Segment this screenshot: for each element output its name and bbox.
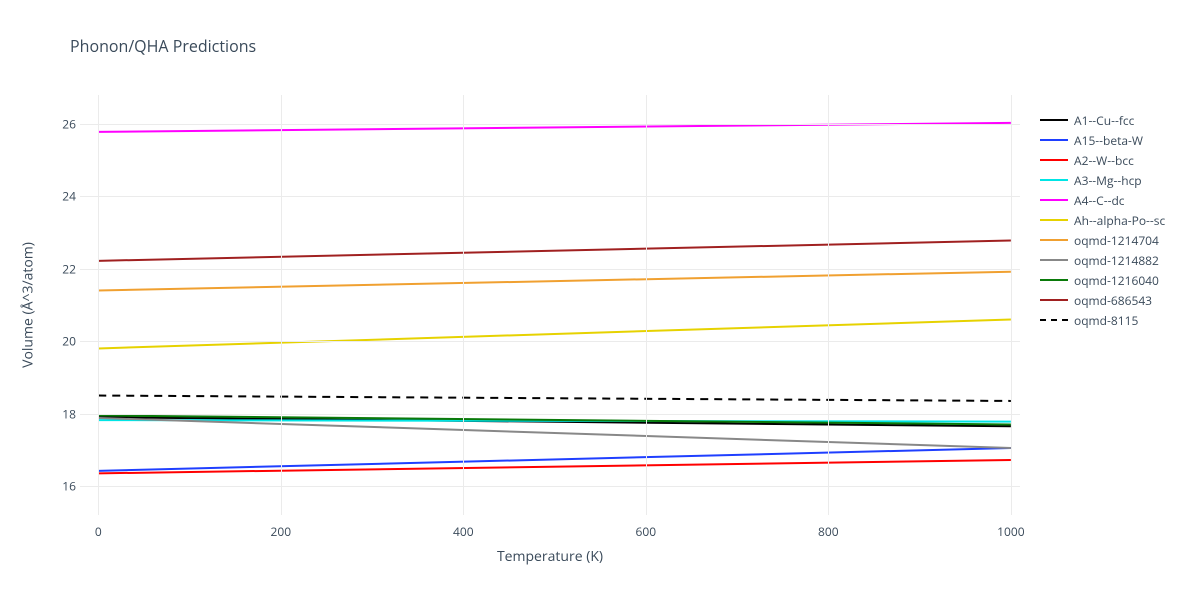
legend-label: oqmd-1214704 — [1074, 232, 1159, 249]
plot-area[interactable] — [80, 95, 1020, 515]
legend-item[interactable]: A1--Cu--fcc — [1040, 110, 1165, 130]
series-line[interactable] — [98, 396, 1011, 401]
series-line[interactable] — [98, 319, 1011, 348]
grid-line-vertical — [828, 95, 829, 515]
line-plot-svg — [80, 95, 1020, 515]
grid-line-horizontal — [80, 486, 1020, 487]
legend-swatch — [1040, 119, 1068, 121]
legend-swatch — [1040, 319, 1068, 321]
x-tick-label: 200 — [270, 523, 291, 540]
grid-line-vertical — [463, 95, 464, 515]
legend-item[interactable]: oqmd-8115 — [1040, 310, 1165, 330]
legend-item[interactable]: A4--C--dc — [1040, 190, 1165, 210]
grid-line-horizontal — [80, 414, 1020, 415]
grid-line-horizontal — [80, 196, 1020, 197]
y-tick-label: 18 — [52, 405, 76, 422]
legend-swatch — [1040, 299, 1068, 301]
grid-line-horizontal — [80, 269, 1020, 270]
legend-swatch — [1040, 159, 1068, 161]
y-tick-label: 22 — [52, 260, 76, 277]
legend-swatch — [1040, 259, 1068, 261]
x-tick-label: 400 — [453, 523, 474, 540]
legend-label: oqmd-1216040 — [1074, 272, 1159, 289]
grid-line-vertical — [646, 95, 647, 515]
legend-item[interactable]: A3--Mg--hcp — [1040, 170, 1165, 190]
x-axis-title: Temperature (K) — [497, 547, 603, 566]
legend-label: oqmd-8115 — [1074, 312, 1138, 329]
x-tick-label: 1000 — [997, 523, 1024, 540]
grid-line-horizontal — [80, 341, 1020, 342]
legend-item[interactable]: Ah--alpha-Po--sc — [1040, 210, 1165, 230]
legend-label: A15--beta-W — [1074, 132, 1143, 149]
legend-item[interactable]: A15--beta-W — [1040, 130, 1165, 150]
series-line[interactable] — [98, 241, 1011, 261]
legend-item[interactable]: A2--W--bcc — [1040, 150, 1165, 170]
legend-label: A1--Cu--fcc — [1074, 112, 1134, 129]
grid-line-vertical — [1011, 95, 1012, 515]
legend-label: oqmd-1214882 — [1074, 252, 1159, 269]
x-tick-label: 800 — [818, 523, 839, 540]
x-tick-label: 600 — [636, 523, 657, 540]
chart-container: { "title": { "text": "Phonon/QHA Predict… — [0, 0, 1200, 600]
legend-label: A3--Mg--hcp — [1074, 172, 1142, 189]
legend-swatch — [1040, 199, 1068, 201]
legend-item[interactable]: oqmd-1214882 — [1040, 250, 1165, 270]
legend-label: A2--W--bcc — [1074, 152, 1134, 169]
legend-item[interactable]: oqmd-1216040 — [1040, 270, 1165, 290]
y-tick-label: 26 — [52, 115, 76, 132]
legend: A1--Cu--fcc A15--beta-W A2--W--bcc A3--Mg--… — [1040, 110, 1165, 330]
grid-line-vertical — [281, 95, 282, 515]
series-line[interactable] — [98, 272, 1011, 291]
legend-swatch — [1040, 279, 1068, 281]
y-tick-label: 16 — [52, 478, 76, 495]
legend-label: A4--C--dc — [1074, 192, 1125, 209]
legend-swatch — [1040, 219, 1068, 221]
y-tick-label: 20 — [52, 333, 76, 350]
legend-label: Ah--alpha-Po--sc — [1074, 212, 1165, 229]
legend-item[interactable]: oqmd-1214704 — [1040, 230, 1165, 250]
y-axis-title: Volume (Å^3/atom) — [19, 242, 38, 368]
y-tick-label: 24 — [52, 188, 76, 205]
legend-label: oqmd-686543 — [1074, 292, 1152, 309]
x-tick-label: 0 — [95, 523, 102, 540]
legend-swatch — [1040, 239, 1068, 241]
legend-swatch — [1040, 139, 1068, 141]
legend-swatch — [1040, 179, 1068, 181]
chart-title: Phonon/QHA Predictions — [70, 35, 256, 57]
grid-line-vertical — [98, 95, 99, 515]
grid-line-horizontal — [80, 124, 1020, 125]
legend-item[interactable]: oqmd-686543 — [1040, 290, 1165, 310]
